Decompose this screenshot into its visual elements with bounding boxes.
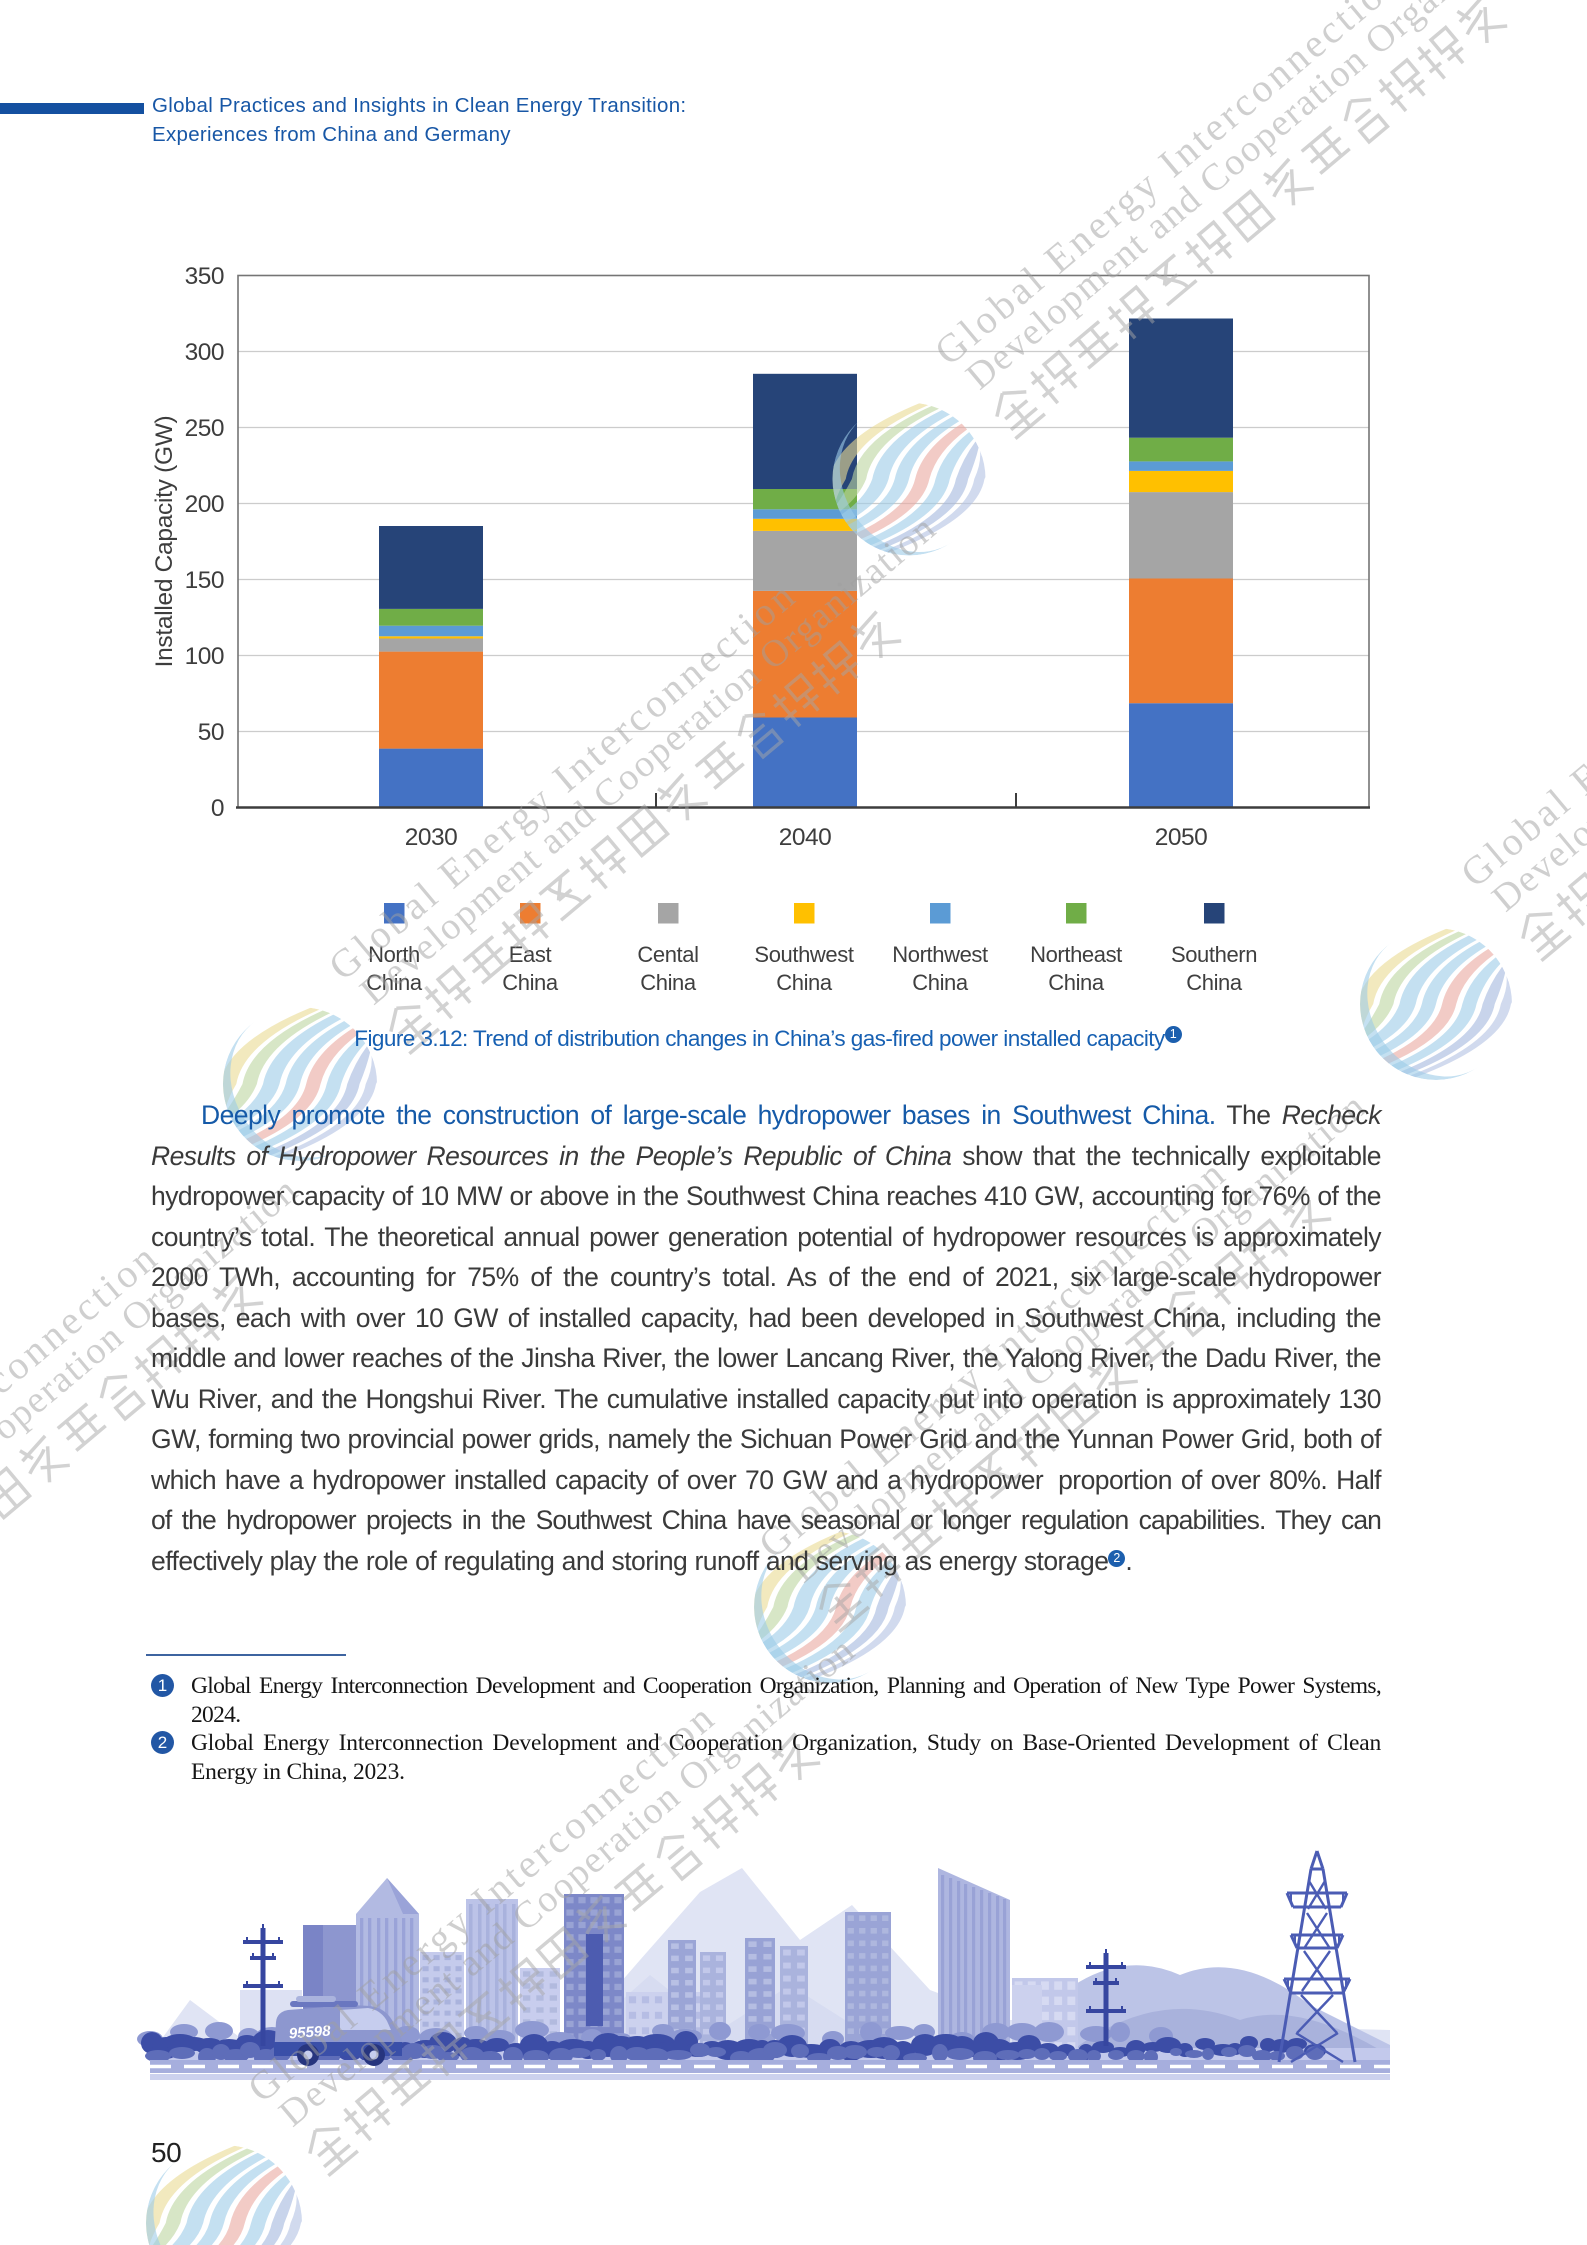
svg-text:2050: 2050: [1155, 824, 1208, 851]
svg-text:Global Energy Interconnection: Global Energy Interconnection: [320, 571, 806, 989]
svg-text:350: 350: [185, 263, 224, 290]
svg-text:300: 300: [185, 339, 224, 366]
svg-text:Development and Cooperation Or: Development and Cooperation Organization: [352, 507, 944, 1013]
svg-text:50: 50: [198, 719, 224, 746]
svg-text:0: 0: [211, 795, 224, 822]
svg-text:250: 250: [185, 415, 224, 442]
svg-text:150: 150: [185, 567, 224, 594]
svg-text:95598: 95598: [288, 2023, 331, 2043]
svg-text:2030: 2030: [405, 824, 458, 851]
svg-text:200: 200: [185, 491, 224, 518]
svg-text:2040: 2040: [779, 824, 832, 851]
svg-text:Installed Capacity (GW): Installed Capacity (GW): [151, 416, 178, 668]
svg-text:100: 100: [185, 643, 224, 670]
